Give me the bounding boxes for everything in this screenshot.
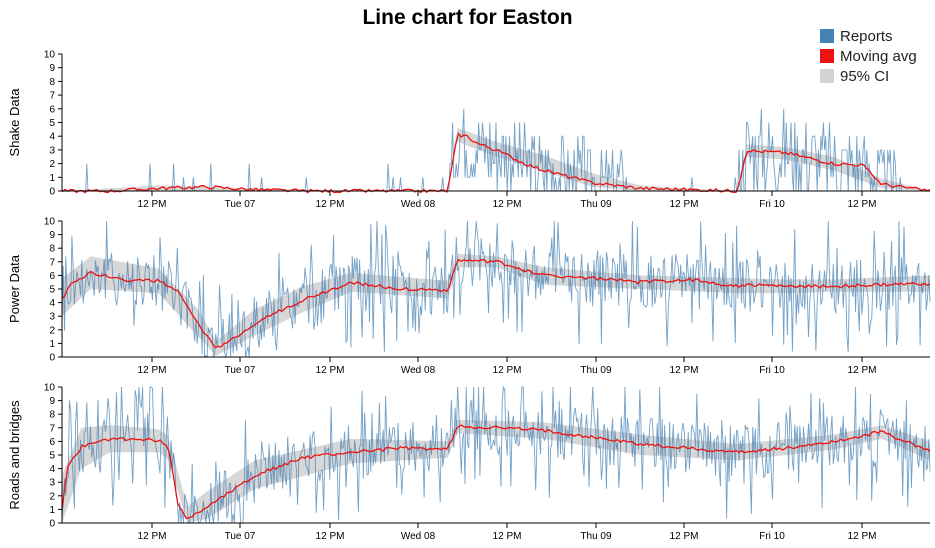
y-tick-label: 7 — [49, 423, 55, 434]
x-tick-label: Tue 07 — [225, 531, 256, 542]
legend-swatch-reports — [820, 29, 834, 43]
x-tick-label: Wed 08 — [401, 199, 436, 210]
y-tick-label: 8 — [49, 410, 55, 421]
y-tick-label: 10 — [44, 383, 56, 394]
x-tick-label: 12 PM — [316, 199, 345, 210]
x-tick-label: 12 PM — [848, 199, 877, 210]
legend-label-moving-avg: Moving avg — [840, 47, 917, 65]
y-axis-label-1: Power Data — [7, 254, 22, 323]
legend-item-ci[interactable]: 95% CI — [820, 66, 917, 86]
y-tick-label: 7 — [49, 91, 55, 102]
y-tick-label: 5 — [49, 118, 55, 129]
x-tick-label: 12 PM — [138, 365, 167, 376]
y-tick-label: 0 — [49, 353, 55, 364]
y-tick-label: 6 — [49, 437, 55, 448]
x-tick-label: 12 PM — [670, 531, 699, 542]
y-tick-label: 8 — [49, 244, 55, 255]
y-tick-label: 0 — [49, 187, 55, 198]
y-tick-label: 8 — [49, 77, 55, 88]
y-tick-label: 4 — [49, 132, 55, 143]
x-tick-label: 12 PM — [316, 531, 345, 542]
y-tick-label: 5 — [49, 285, 55, 296]
y-tick-label: 10 — [44, 50, 56, 61]
x-tick-label: 12 PM — [848, 365, 877, 376]
x-tick-label: Wed 08 — [401, 365, 436, 376]
legend-swatch-moving-avg — [820, 49, 834, 63]
x-tick-label: Fri 10 — [759, 199, 785, 210]
x-tick-label: Fri 10 — [759, 365, 785, 376]
y-tick-label: 2 — [49, 325, 55, 336]
legend-swatch-ci — [820, 69, 834, 83]
y-tick-label: 9 — [49, 63, 55, 74]
y-tick-label: 3 — [49, 312, 55, 323]
x-tick-label: Thu 09 — [580, 531, 612, 542]
ci-band-1 — [62, 253, 930, 356]
legend: Reports Moving avg 95% CI — [820, 26, 917, 86]
moving-avg-line-1 — [61, 258, 931, 349]
y-tick-label: 3 — [49, 478, 55, 489]
x-tick-label: 12 PM — [493, 365, 522, 376]
y-tick-label: 4 — [49, 464, 55, 475]
y-tick-label: 10 — [44, 217, 56, 228]
chart-title: Line chart for Easton — [362, 6, 573, 29]
x-tick-label: 12 PM — [316, 365, 345, 376]
x-tick-label: Thu 09 — [580, 365, 612, 376]
x-tick-label: 12 PM — [670, 365, 699, 376]
y-tick-label: 1 — [49, 505, 55, 516]
y-tick-label: 4 — [49, 298, 55, 309]
legend-label-reports: Reports — [840, 27, 893, 45]
y-tick-label: 2 — [49, 491, 55, 502]
moving-avg-line-2 — [61, 424, 931, 520]
x-tick-label: 12 PM — [493, 531, 522, 542]
reports-line-2 — [61, 385, 931, 524]
x-tick-label: 12 PM — [493, 199, 522, 210]
y-tick-label: 2 — [49, 159, 55, 170]
x-tick-label: Thu 09 — [580, 199, 612, 210]
y-tick-label: 9 — [49, 396, 55, 407]
x-tick-label: 12 PM — [138, 531, 167, 542]
y-axis-label-0: Shake Data — [7, 88, 22, 157]
x-tick-label: 12 PM — [138, 199, 167, 210]
x-tick-label: Fri 10 — [759, 531, 785, 542]
y-tick-label: 6 — [49, 271, 55, 282]
x-tick-label: Tue 07 — [225, 199, 256, 210]
y-tick-label: 3 — [49, 145, 55, 156]
y-axis-label-2: Roads and bridges — [7, 400, 22, 510]
y-tick-label: 9 — [49, 230, 55, 241]
reports-line-1 — [61, 220, 931, 359]
y-tick-label: 7 — [49, 257, 55, 268]
legend-label-ci: 95% CI — [840, 67, 890, 85]
y-tick-label: 1 — [49, 339, 55, 350]
y-tick-label: 0 — [49, 519, 55, 530]
legend-item-reports[interactable]: Reports — [820, 26, 917, 46]
y-tick-label: 6 — [49, 104, 55, 115]
y-tick-label: 1 — [49, 173, 55, 184]
x-tick-label: Wed 08 — [401, 531, 436, 542]
moving-avg-line-0 — [61, 132, 931, 194]
x-tick-label: Tue 07 — [225, 365, 256, 376]
x-tick-label: 12 PM — [670, 199, 699, 210]
legend-item-moving-avg[interactable]: Moving avg — [820, 46, 917, 66]
x-tick-label: 12 PM — [848, 531, 877, 542]
y-tick-label: 5 — [49, 451, 55, 462]
